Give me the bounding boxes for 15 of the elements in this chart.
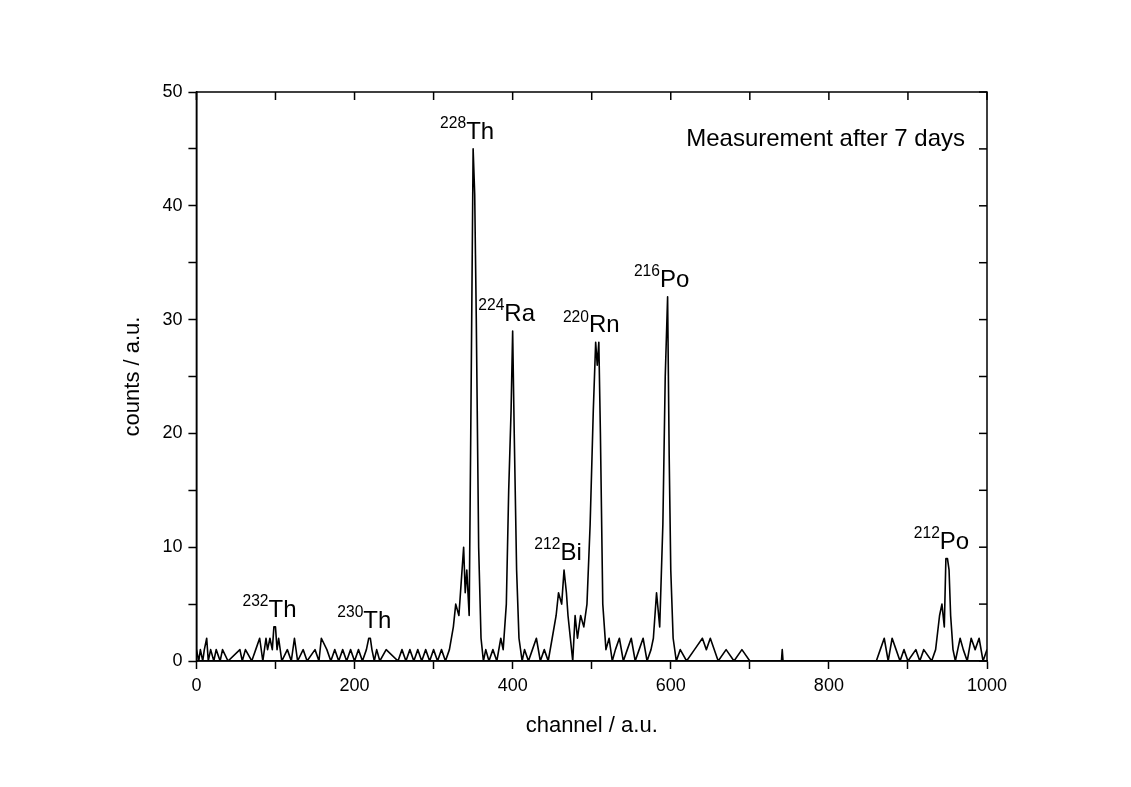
y-tick-label: 50 — [162, 80, 183, 101]
x-tick-label: 0 — [191, 674, 202, 695]
y-tick-label: 40 — [162, 194, 183, 215]
y-tick-label: 20 — [162, 422, 183, 443]
annotation: Measurement after 7 days — [686, 124, 966, 151]
x-tick-label: 200 — [339, 674, 370, 695]
x-tick-label: 400 — [497, 674, 528, 695]
y-tick-label: 30 — [162, 308, 183, 329]
x-tick-label: 800 — [813, 674, 844, 695]
x-tick-label: 1000 — [966, 674, 1008, 695]
x-tick-label: 600 — [655, 674, 686, 695]
y-axis-title: counts / a.u. — [119, 316, 145, 437]
x-axis-title: channel / a.u. — [525, 711, 658, 737]
y-tick-label: 10 — [162, 536, 183, 557]
y-tick-label: 0 — [172, 649, 183, 670]
